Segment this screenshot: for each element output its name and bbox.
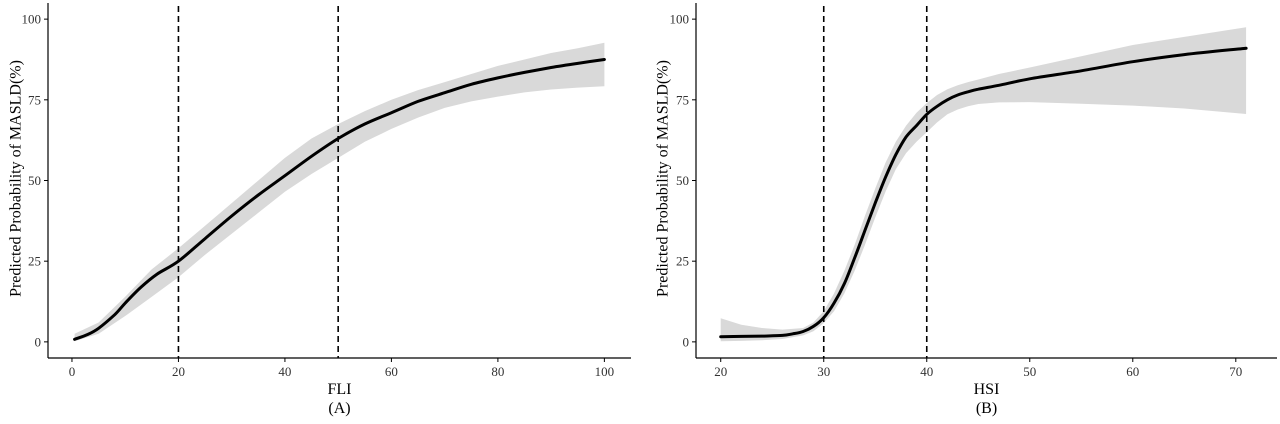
fit-line — [73, 58, 606, 341]
x-axis-title: FLI — [328, 381, 352, 398]
x-tick-label: 0 — [69, 364, 76, 379]
fit-line — [719, 46, 1248, 339]
x-tick-label: 40 — [920, 364, 933, 379]
y-tick-label: 0 — [35, 334, 42, 349]
y-tick-label: 75 — [676, 92, 689, 107]
chart-panel-a: 0 25 50 75 100 0 20 40 60 80 100 FLI (A) Predicted Pr… — [8, 3, 631, 417]
y-tick-label: 25 — [28, 254, 41, 269]
confidence-band — [720, 27, 1247, 342]
y-axis-title: Predicted Probability of MASLD(%) — [8, 60, 25, 297]
x-tick-label: 60 — [385, 364, 398, 379]
y-tick-label: 0 — [683, 334, 690, 349]
x-tick-label: 50 — [1023, 364, 1036, 379]
x-axis-title: HSI — [974, 381, 1000, 398]
y-tick-label: 25 — [676, 254, 689, 269]
x-tick-label: 40 — [278, 364, 291, 379]
x-tick-label: 80 — [491, 364, 504, 379]
x-tick-label: 100 — [595, 364, 615, 379]
confidence-band — [74, 42, 605, 342]
y-tick-label: 50 — [28, 173, 41, 188]
y-axis-title: Predicted Probability of MASLD(%) — [655, 60, 672, 297]
y-tick-label: 100 — [670, 12, 690, 27]
x-tick-label: 20 — [172, 364, 185, 379]
y-tick-label: 100 — [22, 12, 42, 27]
x-tick-label: 30 — [817, 364, 830, 379]
panel-label: (B) — [976, 400, 997, 417]
x-tick-label: 60 — [1126, 364, 1139, 379]
panel-label: (A) — [328, 400, 350, 417]
y-tick-label: 50 — [676, 173, 689, 188]
x-tick-label: 20 — [714, 364, 727, 379]
x-tick-label: 70 — [1229, 364, 1242, 379]
y-tick-label: 75 — [28, 92, 41, 107]
chart-panel-b: 0 25 50 75 100 20 30 40 50 60 70 HSI (B) Predicted Pr… — [655, 3, 1277, 417]
